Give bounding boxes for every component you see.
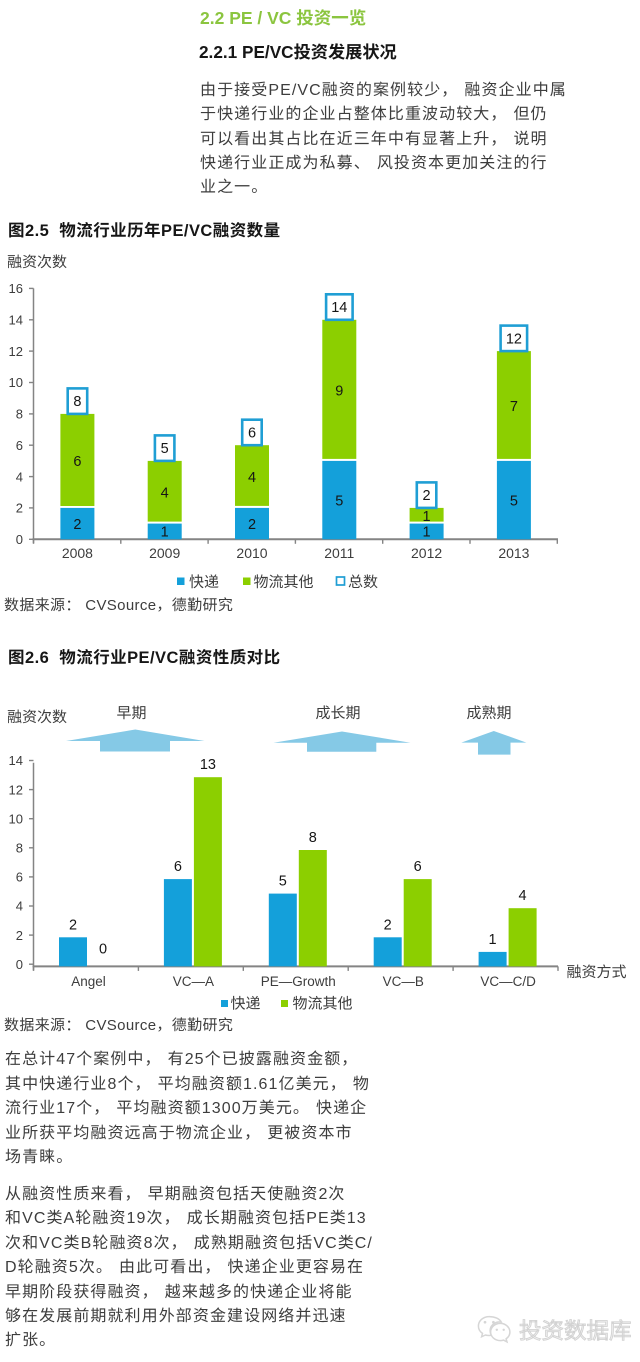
svg-text:2: 2	[16, 928, 23, 943]
svg-text:VC—B: VC—B	[383, 974, 424, 989]
svg-text:4: 4	[16, 469, 23, 484]
svg-text:4: 4	[519, 888, 527, 904]
svg-text:6: 6	[73, 454, 81, 470]
svg-text:0: 0	[16, 957, 23, 972]
svg-text:5: 5	[335, 493, 343, 509]
svg-text:14: 14	[9, 753, 23, 768]
svg-text:PE—Growth: PE—Growth	[261, 974, 336, 989]
svg-text:4: 4	[161, 486, 169, 502]
svg-text:6: 6	[16, 438, 23, 453]
svg-text:2: 2	[423, 488, 431, 504]
svg-text:4: 4	[16, 899, 23, 914]
svg-text:成熟期: 成熟期	[466, 705, 511, 722]
svg-text:2010: 2010	[236, 545, 267, 561]
svg-text:2013: 2013	[498, 545, 529, 561]
svg-text:8: 8	[16, 407, 23, 422]
svg-text:成长期: 成长期	[315, 705, 360, 722]
svg-text:2: 2	[384, 917, 392, 933]
svg-text:12: 12	[506, 331, 522, 347]
svg-text:5: 5	[510, 493, 518, 509]
svg-text:12: 12	[9, 782, 23, 797]
svg-text:6: 6	[414, 859, 422, 875]
svg-text:融资方式: 融资方式	[567, 964, 627, 981]
svg-text:2009: 2009	[149, 545, 180, 561]
svg-text:8: 8	[309, 830, 317, 846]
svg-text:14: 14	[9, 313, 23, 328]
svg-text:6: 6	[16, 870, 23, 885]
svg-text:0: 0	[99, 941, 107, 957]
svg-text:2011: 2011	[324, 545, 354, 561]
svg-text:5: 5	[161, 441, 169, 457]
svg-text:VC—C/D: VC—C/D	[480, 974, 536, 989]
svg-text:0: 0	[16, 532, 23, 547]
svg-text:2: 2	[16, 501, 23, 516]
svg-text:1: 1	[489, 932, 497, 948]
svg-text:10: 10	[9, 811, 23, 826]
svg-text:14: 14	[331, 300, 347, 316]
svg-text:16: 16	[9, 281, 23, 296]
svg-text:投资数据库: 投资数据库	[519, 1319, 632, 1344]
svg-text:Angel: Angel	[71, 974, 106, 989]
svg-text:1: 1	[423, 525, 431, 541]
svg-text:快递: 快递	[189, 574, 219, 591]
svg-text:VC—A: VC—A	[173, 974, 214, 989]
svg-text:2: 2	[73, 517, 81, 533]
svg-text:10: 10	[9, 375, 23, 390]
svg-text:2: 2	[69, 917, 77, 933]
svg-text:7: 7	[510, 399, 518, 415]
svg-text:8: 8	[73, 394, 81, 410]
svg-text:1: 1	[423, 509, 431, 525]
svg-text:总数: 总数	[348, 574, 378, 591]
svg-text:4: 4	[248, 470, 256, 486]
svg-text:12: 12	[9, 344, 23, 359]
svg-text:6: 6	[174, 859, 182, 875]
svg-text:快递: 快递	[231, 996, 261, 1013]
svg-text:13: 13	[200, 757, 216, 773]
svg-text:物流其他: 物流其他	[254, 574, 314, 591]
svg-text:2008: 2008	[62, 545, 93, 561]
svg-text:6: 6	[248, 425, 256, 441]
svg-text:早期: 早期	[116, 705, 146, 722]
svg-text:1: 1	[161, 525, 169, 541]
svg-text:2012: 2012	[411, 545, 442, 561]
svg-text:2: 2	[248, 517, 256, 533]
svg-text:9: 9	[335, 384, 343, 400]
svg-text:5: 5	[279, 874, 287, 890]
svg-text:物流其他: 物流其他	[293, 996, 353, 1013]
svg-text:8: 8	[16, 841, 23, 856]
